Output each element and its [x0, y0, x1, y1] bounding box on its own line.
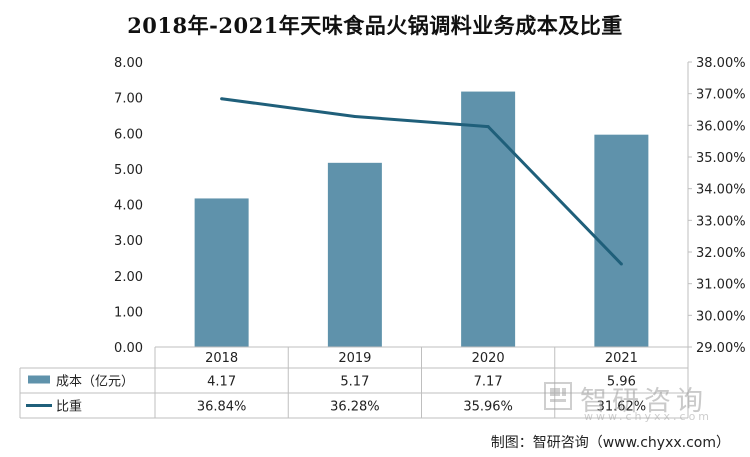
table-cell-bar-value: 7.17	[474, 375, 503, 390]
y-left-tick-label: 5.00	[114, 163, 143, 178]
watermark: 智研咨询 www.chyxx.com	[540, 380, 750, 426]
legend-label-bar: 成本（亿元）	[56, 375, 134, 390]
table-cell-line-value: 36.28%	[330, 400, 380, 415]
line-point	[353, 114, 357, 118]
y-right-tick-label: 31.00%	[696, 278, 746, 293]
y-right-tick-label: 35.00%	[696, 151, 746, 166]
x-category-label: 2019	[338, 351, 371, 366]
axes: 0.00 1.00 2.00 3.00 4.00 5.00 6.00 7.00 8.00 29.0…	[114, 56, 746, 356]
x-category-label: 2018	[205, 351, 238, 366]
y-left-tick-label: 1.00	[114, 305, 143, 320]
table-cell-bar-value: 5.17	[340, 375, 369, 390]
bar	[461, 91, 516, 347]
y-left-tick-label: 6.00	[114, 127, 143, 142]
y-right-tick-label: 38.00%	[696, 56, 746, 71]
line-point	[220, 97, 224, 101]
y-right-tick-label: 29.00%	[696, 341, 746, 356]
bar	[194, 198, 249, 347]
y-right-tick-label: 30.00%	[696, 309, 746, 324]
watermark-logo-icon	[544, 382, 572, 410]
bar	[594, 134, 649, 347]
y-left-tick-label: 7.00	[114, 92, 143, 107]
y-left-tick-label: 3.00	[114, 234, 143, 249]
y-left-tick-label: 2.00	[114, 270, 143, 285]
y-left-tick-label: 0.00	[114, 341, 143, 356]
y-right-tick-label: 33.00%	[696, 214, 746, 229]
x-category-label: 2020	[472, 351, 505, 366]
y-left-tick-label: 8.00	[114, 56, 143, 71]
table-cell-bar-value: 4.17	[207, 375, 236, 390]
y-right-tick-label: 32.00%	[696, 246, 746, 261]
bars	[194, 91, 649, 347]
legend-swatch-bar	[28, 375, 50, 384]
bar	[327, 162, 382, 347]
y-right-tick-label: 34.00%	[696, 183, 746, 198]
watermark-url: www.chyxx.com	[584, 410, 713, 423]
source-note: 制图：智研咨询（www.chyxx.com）	[490, 435, 730, 451]
line-point	[486, 125, 490, 129]
line-series	[220, 97, 623, 266]
chart-title: 2018年-2021年天味食品火锅调料业务成本及比重	[127, 13, 623, 38]
x-category-label: 2021	[605, 351, 638, 366]
table-cell-bar-value: 5.96	[607, 375, 636, 390]
y-right-tick-label: 36.00%	[696, 119, 746, 134]
watermark-name: 智研咨询	[580, 386, 708, 417]
y-right-tick-label: 37.00%	[696, 88, 746, 103]
line-point	[619, 262, 623, 266]
data-table: 2018 2019 2020 2021 成本（亿元） 比重 4.17 5.17 7.17 5.96…	[19, 346, 689, 419]
table-cell-line-value: 35.96%	[463, 400, 513, 415]
y-left-tick-label: 4.00	[114, 199, 143, 214]
line-path	[221, 97, 623, 266]
legend-label-line: 比重	[56, 399, 82, 415]
table-cell-line-value: 31.62%	[597, 400, 647, 415]
table-cell-line-value: 36.84%	[197, 400, 247, 415]
